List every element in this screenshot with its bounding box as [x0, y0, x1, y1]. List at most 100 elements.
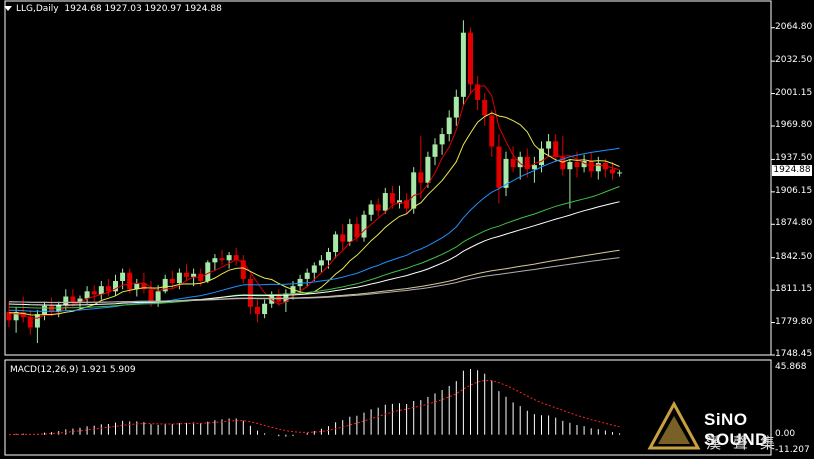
candle-body	[84, 291, 90, 299]
candle-body	[184, 272, 189, 277]
main-pane-frame	[4, 0, 772, 356]
macd-tick-label: 0.00	[775, 428, 796, 439]
candle-body	[27, 317, 33, 328]
candle-body	[283, 293, 289, 302]
brand-chinese: 漢聲集	[706, 434, 788, 452]
candle-body	[468, 32, 473, 85]
candle-body	[595, 163, 601, 172]
candle-body	[460, 32, 466, 97]
ma-green-line	[8, 186, 620, 309]
price-tick-label: 1748.45	[775, 349, 813, 359]
candle-body	[531, 165, 537, 170]
macd-signal-line	[8, 379, 620, 436]
candle-body	[141, 283, 147, 290]
candle-body	[397, 200, 402, 204]
candle-body	[134, 283, 140, 290]
candle-body	[382, 193, 388, 211]
candle-body	[155, 291, 161, 302]
candle-body	[617, 172, 623, 174]
current-price-tag: 1924.88	[772, 165, 812, 176]
price-tick-label: 2001.15	[775, 87, 813, 98]
price-tick-label: 1842.50	[775, 251, 813, 262]
candle-body	[560, 156, 566, 170]
candle-body	[304, 272, 310, 279]
candle-body	[42, 305, 47, 315]
candle-body	[13, 312, 19, 321]
candle-body	[49, 305, 55, 313]
candle-body	[91, 291, 97, 295]
candle-body	[553, 141, 559, 157]
price-tick-label: 1906.15	[775, 185, 813, 196]
candle-body	[418, 172, 424, 183]
dropdown-triangle-icon[interactable]	[4, 6, 12, 11]
logo-emblem-icon	[647, 400, 701, 450]
candle-body	[70, 296, 76, 302]
candle-body	[297, 278, 303, 287]
candle-body	[368, 204, 374, 215]
candle-body	[247, 278, 253, 307]
candle-body	[148, 289, 154, 302]
candle-body	[105, 286, 111, 292]
candle-body	[77, 298, 83, 302]
candle-body	[496, 146, 502, 188]
ma-white-line	[8, 201, 620, 306]
candle-body	[219, 258, 225, 261]
candle-body	[567, 162, 573, 170]
symbol-label: LLG,Daily	[16, 4, 59, 14]
candle-body	[432, 144, 438, 157]
ma-grey-line	[8, 257, 620, 303]
brand-name: SiNO SOUND	[704, 410, 768, 449]
candle-body	[113, 280, 118, 292]
candle-body	[233, 255, 239, 261]
candle-body	[610, 169, 615, 174]
candle-body	[482, 99, 488, 116]
macd-indicator-label: MACD(12,26,9) 1.921 5.909	[10, 365, 136, 375]
candle-body	[333, 234, 339, 253]
watermark-logo: SiNO SOUND 漢聲集	[646, 392, 814, 459]
candle-body	[411, 172, 417, 209]
candle-body	[489, 115, 495, 147]
price-tick-label: 1874.80	[775, 218, 813, 229]
price-tick-label: 1937.50	[775, 153, 813, 164]
ma-red-line	[9, 85, 620, 319]
candle-body	[389, 193, 395, 204]
candle-body	[191, 273, 197, 277]
candle-body	[6, 312, 12, 321]
ma-yellow-line	[9, 112, 620, 316]
candle-body	[240, 260, 246, 279]
candle-body	[226, 255, 232, 261]
candle-body	[262, 303, 268, 315]
candle-body	[127, 272, 133, 290]
candle-body	[120, 272, 126, 281]
candle-body	[318, 260, 324, 266]
candle-body	[524, 156, 530, 170]
candle-body	[63, 296, 69, 305]
ma-blue-line	[8, 147, 620, 312]
candle-body	[162, 278, 168, 292]
candle-body	[98, 286, 104, 295]
candle-body	[169, 278, 175, 284]
candle-body	[503, 158, 509, 188]
candle-body	[340, 234, 346, 242]
ohlc-values: 1924.68 1927.03 1920.97 1924.88	[64, 4, 222, 14]
candle-body	[517, 156, 523, 168]
price-tick-label: 2064.80	[775, 21, 813, 32]
candle-body	[404, 200, 410, 209]
price-tick-label: 1969.80	[775, 120, 813, 130]
candle-body	[255, 306, 260, 315]
candle-body	[439, 134, 445, 145]
candle-body	[326, 252, 331, 261]
candle-body	[205, 262, 211, 281]
candle-body	[581, 160, 587, 168]
price-tick-label: 2032.50	[775, 55, 813, 66]
chart-title: LLG,Daily 1924.68 1927.03 1920.97 1924.8…	[4, 4, 222, 14]
candle-body	[311, 265, 317, 273]
candle-body	[176, 272, 182, 284]
price-tick-label: 1811.15	[775, 284, 813, 295]
candle-body	[546, 141, 552, 149]
macd-tick-label: -11.207	[775, 445, 810, 455]
macd-tick-label: 45.868	[775, 362, 807, 372]
candle-body	[375, 204, 381, 211]
